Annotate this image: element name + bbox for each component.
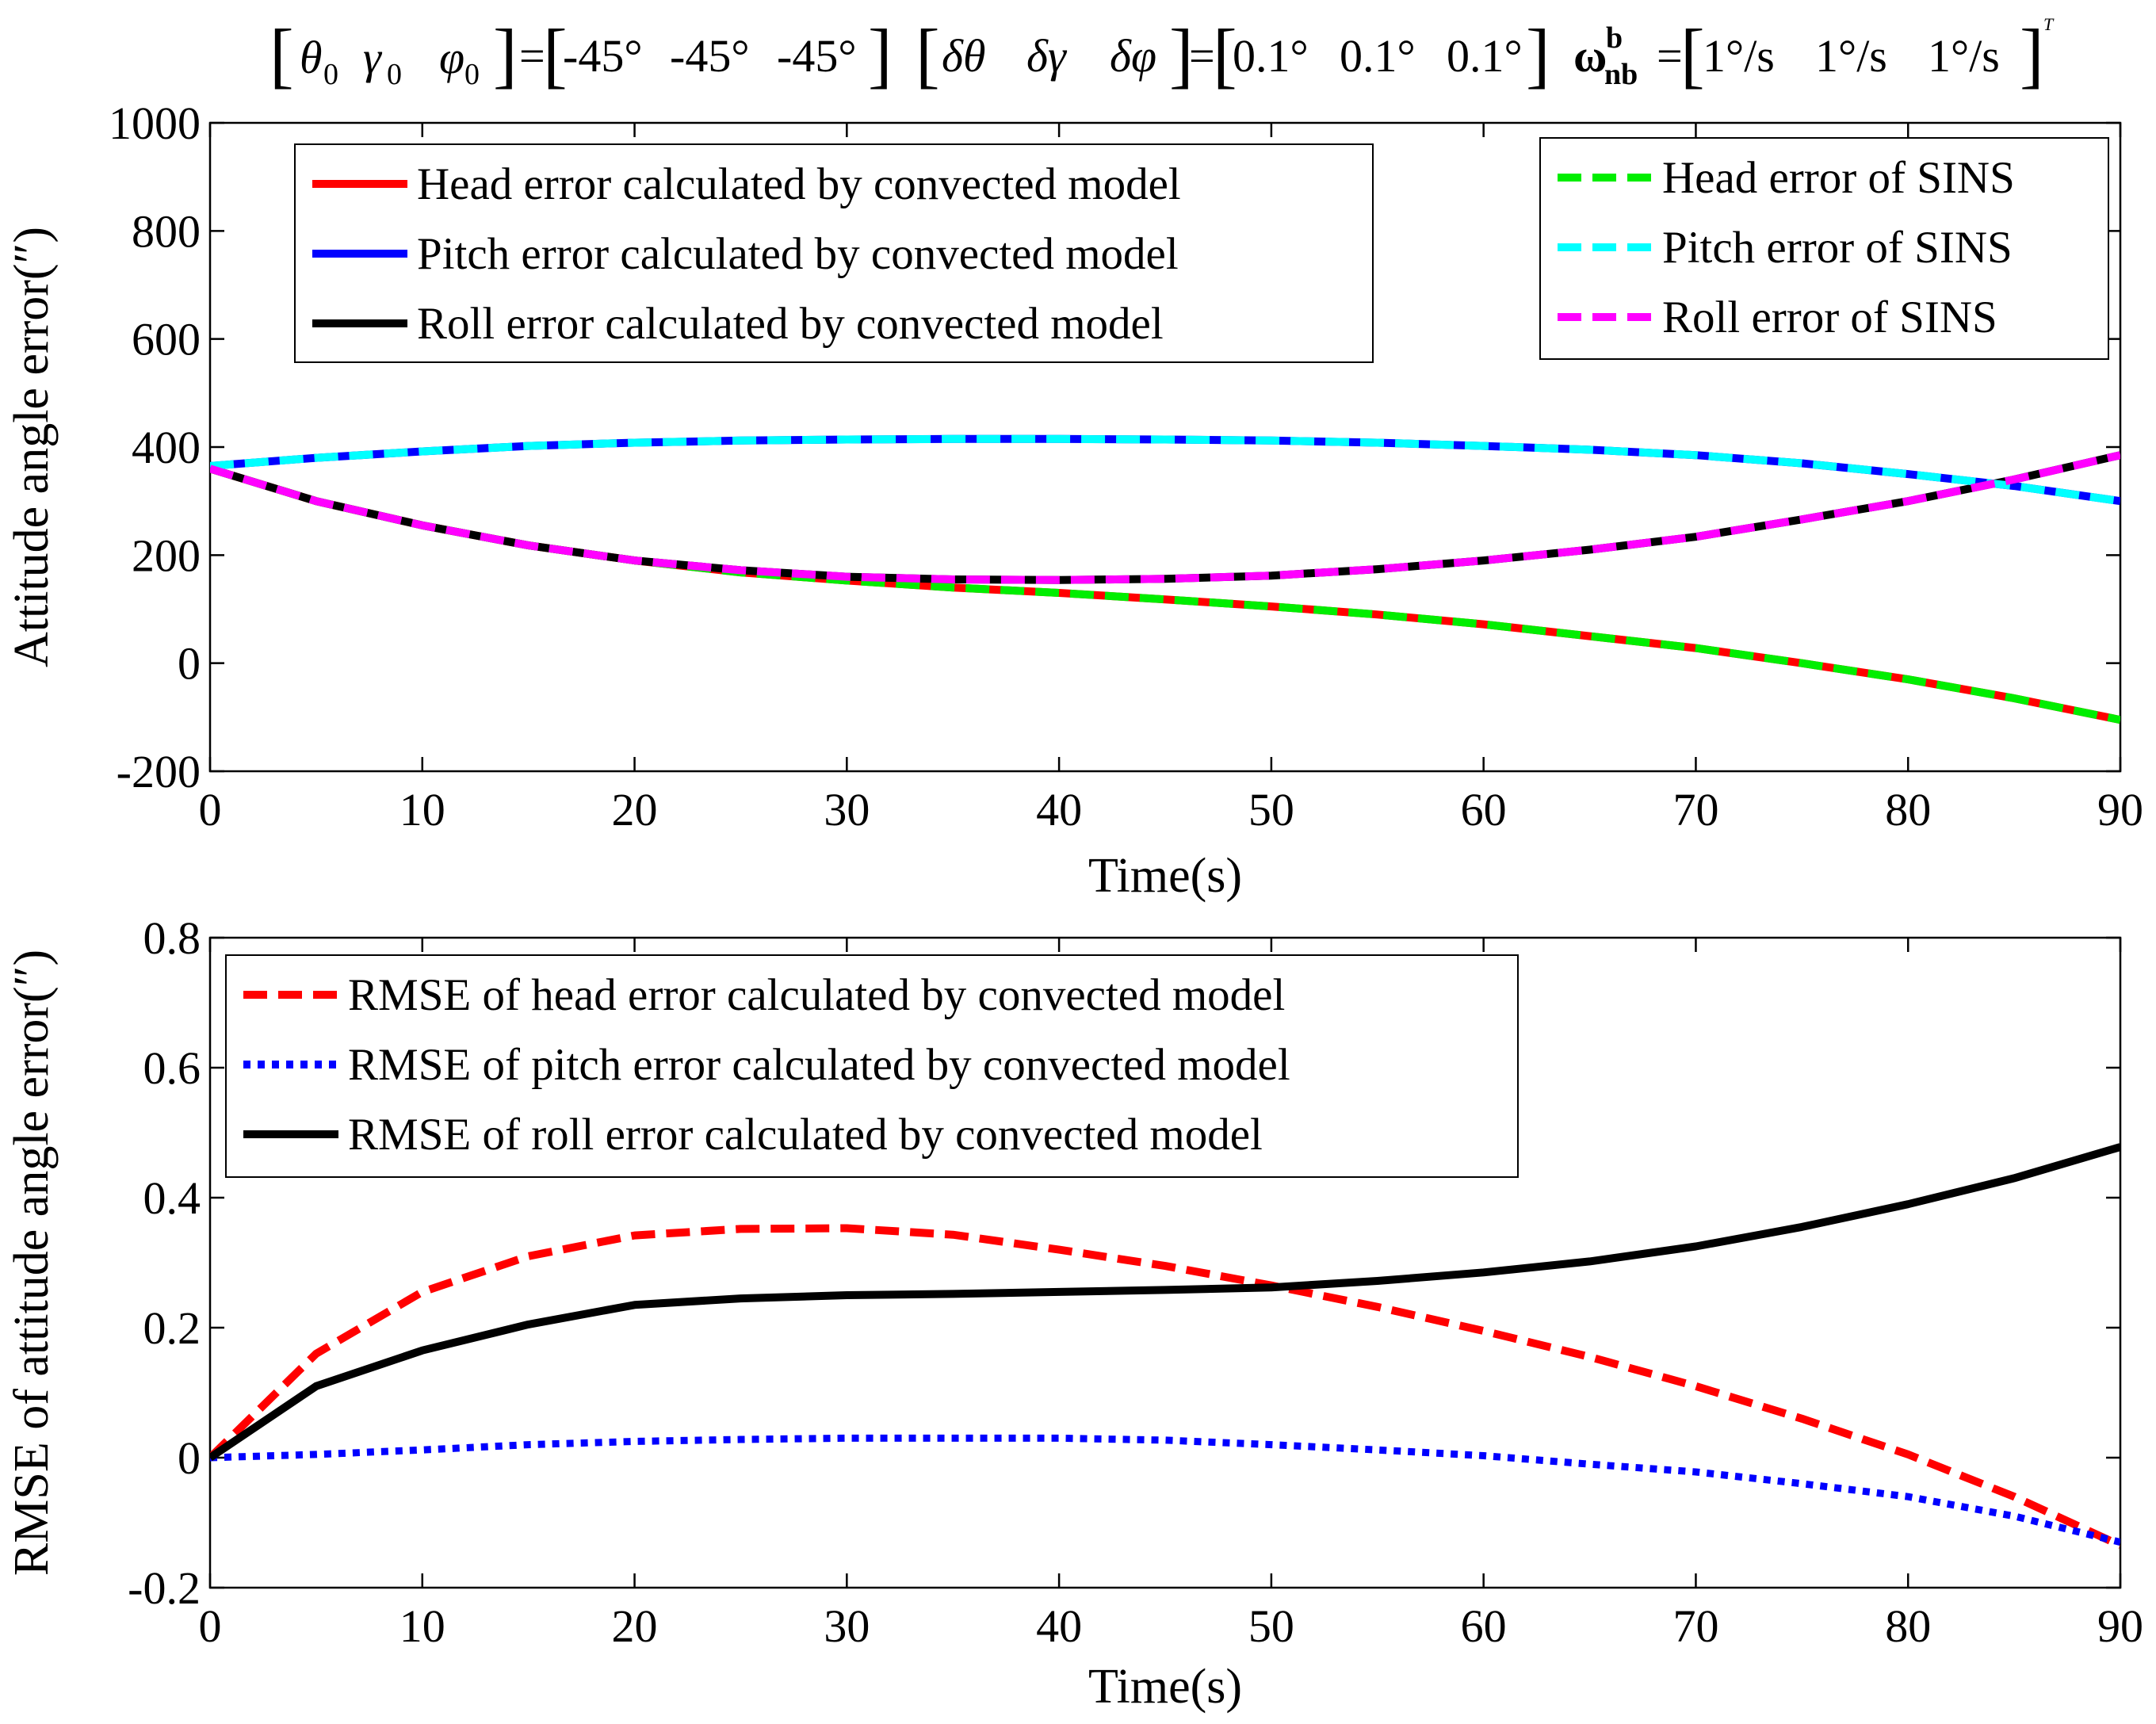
x-tick-label: 30: [824, 784, 870, 835]
x-tick-label: 80: [1885, 784, 1931, 835]
x-tick-label: 70: [1672, 784, 1718, 835]
y-axis-label: RMSE of attitude angle error(″): [5, 950, 59, 1576]
title-delta-value-3: 0.1°: [1447, 30, 1523, 82]
y-tick-label: 0: [178, 638, 201, 690]
title-equals-3: =: [1657, 30, 1683, 82]
title-equals-2: =: [1189, 30, 1215, 82]
legend-box: [294, 143, 1374, 363]
legend-label: Pitch error calculated by convected mode…: [417, 229, 1179, 279]
bracket-right: ]: [2020, 14, 2044, 95]
legend-box: [225, 954, 1519, 1178]
title-delta-phi: δφ: [1110, 30, 1156, 82]
y-tick-label: 200: [132, 529, 201, 581]
x-tick-label: 50: [1248, 1600, 1294, 1652]
x-tick-label: 80: [1885, 1600, 1931, 1652]
title-transpose: T: [2043, 14, 2055, 34]
title-init-value-1: -45°: [563, 30, 643, 82]
title-phi: φ: [439, 32, 464, 83]
x-tick-label: 90: [2097, 1600, 2143, 1652]
figure-title: [ θ 0 γ 0 φ 0 ] = [ -45° -45° -45° ] [ δ…: [270, 14, 2055, 95]
y-axis-label: Attitude angle error(″): [5, 227, 59, 667]
x-tick-label: 10: [399, 784, 445, 835]
title-delta-theta: δθ: [942, 30, 985, 82]
bracket-right: ]: [868, 14, 893, 95]
x-axis-label: Time(s): [1088, 1660, 1242, 1714]
y-tick-label: 800: [132, 205, 201, 257]
legend-left: RMSE of head error calculated by convect…: [225, 954, 1519, 1178]
title-omega-sup: b: [1606, 21, 1623, 55]
title-init-value-3: -45°: [777, 30, 857, 82]
bracket-right: ]: [1526, 14, 1550, 95]
bracket-left: [: [1680, 14, 1705, 95]
bracket-left: [: [916, 14, 940, 95]
bracket-right: ]: [1169, 14, 1194, 95]
title-gamma-sub: 0: [387, 58, 402, 91]
x-tick-label: 30: [824, 1600, 870, 1652]
bracket-right: ]: [493, 14, 518, 95]
legend-label: RMSE of head error calculated by convect…: [348, 970, 1285, 1020]
x-tick-label: 40: [1036, 784, 1082, 835]
y-tick-label: 0.8: [143, 912, 201, 964]
x-tick-label: 20: [612, 1600, 658, 1652]
y-tick-label: -200: [117, 746, 201, 797]
series-line-3: [210, 1143, 2120, 1462]
y-tick-label: -0.2: [128, 1562, 201, 1614]
title-delta-value-1: 0.1°: [1233, 30, 1309, 82]
x-tick-label: 70: [1672, 1600, 1718, 1652]
x-tick-label: 0: [199, 784, 222, 835]
y-tick-label: 400: [132, 422, 201, 473]
title-theta-sub: 0: [323, 58, 338, 91]
y-tick-label: 0.2: [143, 1302, 201, 1354]
x-tick-label: 20: [612, 784, 658, 835]
series-line-5: [210, 434, 2120, 506]
legend-label: Pitch error of SINS: [1662, 223, 2013, 273]
legend-label: Head error calculated by convected model: [417, 159, 1181, 209]
title-delta-value-2: 0.1°: [1340, 30, 1416, 82]
y-tick-label: 1000: [109, 97, 201, 149]
x-tick-label: 40: [1036, 1600, 1082, 1652]
title-gamma: γ: [363, 32, 383, 83]
legend-label: RMSE of pitch error calculated by convec…: [348, 1040, 1290, 1090]
y-tick-label: 600: [132, 314, 201, 365]
y-tick-label: 0: [178, 1432, 201, 1484]
x-tick-label: 60: [1461, 784, 1507, 835]
legend-right: Head error of SINS Pitch error of SINS Rol…: [1539, 137, 2109, 360]
legend-label: Roll error of SINS: [1662, 292, 1997, 342]
bracket-left: [: [543, 14, 568, 95]
rmse-chart: 0 10 20 30 40 50 60 70 80 90-0.200.20.40.60.8Time…: [5, 912, 2143, 1714]
title-equals-1: =: [519, 30, 545, 82]
bracket-left: [: [1213, 14, 1237, 95]
y-tick-label: 0.6: [143, 1042, 201, 1094]
title-theta: θ: [300, 32, 323, 83]
bracket-left: [: [270, 14, 294, 95]
title-omega-value-1: 1°/s: [1703, 30, 1775, 82]
x-tick-label: 90: [2097, 784, 2143, 835]
y-tick-label: 0.4: [143, 1172, 201, 1224]
legend-label: Roll error calculated by convected model: [417, 299, 1164, 349]
title-omega-sub: nb: [1604, 58, 1638, 91]
attitude-error-chart: 0 10 20 30 40 50 60 70 80 90-20002004006008001000…: [5, 97, 2143, 903]
title-omega-value-2: 1°/s: [1815, 30, 1887, 82]
legend-left: Head error calculated by convected model…: [294, 143, 1374, 363]
x-tick-label: 50: [1248, 784, 1294, 835]
x-axis-label: Time(s): [1088, 849, 1242, 903]
title-delta-gamma: δγ: [1026, 30, 1068, 82]
title-omega-value-3: 1°/s: [1928, 30, 2000, 82]
x-tick-label: 10: [399, 1600, 445, 1652]
series-lines: [210, 434, 2120, 724]
x-tick-label: 60: [1461, 1600, 1507, 1652]
series-line-2: [210, 1434, 2120, 1546]
series-line-6: [210, 451, 2120, 584]
title-phi-sub: 0: [464, 58, 480, 91]
x-tick-label: 0: [199, 1600, 222, 1652]
series-lines: [210, 1143, 2120, 1550]
title-omega: ω: [1573, 30, 1607, 82]
legend-label: RMSE of roll error calculated by convect…: [348, 1110, 1263, 1160]
series-line-1: [210, 1224, 2120, 1550]
legend-label: Head error of SINS: [1662, 153, 2015, 203]
title-init-value-2: -45°: [670, 30, 750, 82]
